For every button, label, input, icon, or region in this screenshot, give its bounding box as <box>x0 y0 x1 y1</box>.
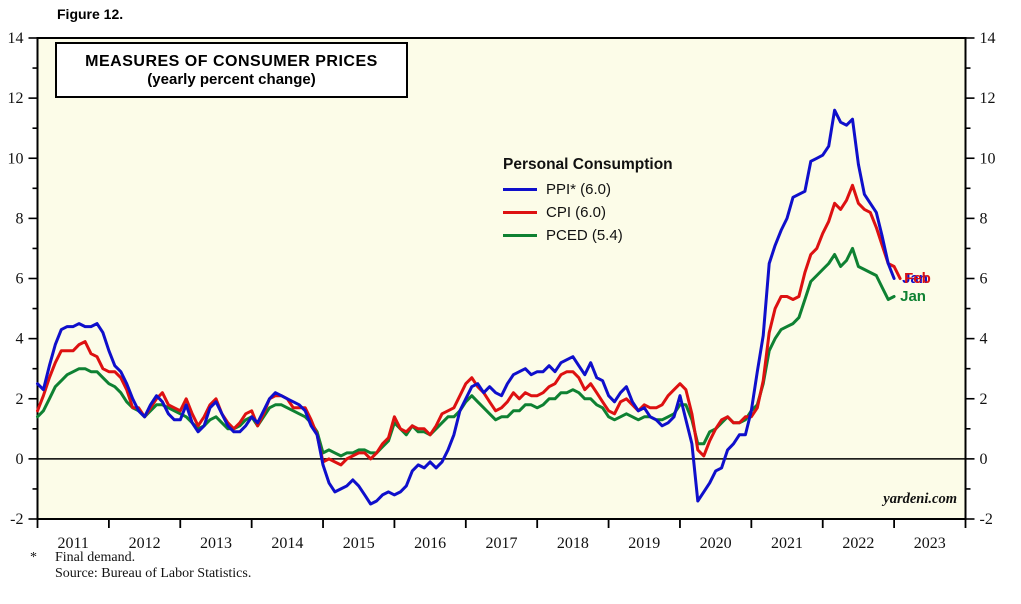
y-axis-label-right: 0 <box>980 451 988 468</box>
y-axis-label-left: 4 <box>16 331 24 348</box>
y-axis-label-right: 6 <box>980 271 988 288</box>
y-axis-label-right: 8 <box>980 210 988 227</box>
legend-item-pced: PCED (5.4) <box>503 224 673 247</box>
footnote-asterisk: * <box>30 550 37 565</box>
x-axis-year-label: 2011 <box>57 535 88 552</box>
x-axis-year-label: 2023 <box>914 535 946 552</box>
y-axis-label-right: 12 <box>980 90 996 107</box>
y-axis-label-left: 8 <box>16 210 24 227</box>
plot-area <box>36 37 967 520</box>
legend-item-ppi: PPI* (6.0) <box>503 178 673 201</box>
x-axis-year-label: 2019 <box>628 535 660 552</box>
y-axis-label-right: -2 <box>980 511 993 528</box>
footnote-line-1: * Final demand. <box>30 550 251 566</box>
y-axis-label-left: 12 <box>8 90 24 107</box>
x-axis-year-label: 2016 <box>414 535 446 552</box>
footnote-line-2: Source: Bureau of Labor Statistics. <box>30 566 251 582</box>
x-axis-year-label: 2014 <box>271 535 303 552</box>
legend-item-cpi: CPI (6.0) <box>503 201 673 224</box>
footnote-text-2: Source: Bureau of Labor Statistics. <box>55 566 252 581</box>
pced-end-label-jan: Jan <box>900 287 926 305</box>
legend-label-ppi: PPI* (6.0) <box>546 181 612 198</box>
legend-title: Personal Consumption <box>503 156 673 173</box>
CPI-line <box>36 183 902 467</box>
cpi-end-label-feb: Feb <box>904 269 931 287</box>
footnote-text-1: Final demand. <box>55 550 136 565</box>
footnote: * Final demand. Source: Bureau of Labor … <box>30 550 251 582</box>
x-axis-year-label: 2013 <box>200 535 232 552</box>
y-axis-label-left: -2 <box>10 511 23 528</box>
ppi-end-label-jan: Jan <box>902 269 928 287</box>
ppi-line-swatch <box>503 188 537 191</box>
cpi-line-swatch <box>503 211 537 214</box>
y-axis-label-left: 2 <box>16 391 24 408</box>
y-axis-label-right: 14 <box>980 30 996 47</box>
y-axis-label-left: 10 <box>8 150 24 167</box>
legend: Personal Consumption PPI* (6.0) CPI (6.0… <box>503 156 673 247</box>
PPI-line <box>36 108 896 506</box>
legend-label-pced: PCED (5.4) <box>546 227 623 244</box>
y-axis-label-left: 14 <box>8 30 24 47</box>
chart-title-box: MEASURES OF CONSUMER PRICES (yearly perc… <box>55 42 408 98</box>
x-axis-year-label: 2018 <box>557 535 589 552</box>
chart-subtitle: (yearly percent change) <box>147 70 316 88</box>
yardeni-watermark: yardeni.com <box>883 491 957 507</box>
y-axis-label-right: 4 <box>980 331 988 348</box>
y-axis-label-left: 0 <box>16 451 24 468</box>
y-axis-label-right: 10 <box>980 150 996 167</box>
legend-label-cpi: CPI (6.0) <box>546 204 607 221</box>
x-axis-year-label: 2015 <box>343 535 375 552</box>
y-axis-label-left: 6 <box>16 271 24 288</box>
chart-title: MEASURES OF CONSUMER PRICES <box>85 52 378 70</box>
x-axis-year-label: 2020 <box>700 535 732 552</box>
x-axis-year-label: 2021 <box>771 535 803 552</box>
x-axis-year-label: 2022 <box>842 535 874 552</box>
pced-line-swatch <box>503 234 537 237</box>
figure-number-label: Figure 12. <box>57 6 124 22</box>
x-axis-year-label: 2012 <box>129 535 161 552</box>
y-axis-label-right: 2 <box>980 391 988 408</box>
x-axis-year-label: 2017 <box>486 535 518 552</box>
